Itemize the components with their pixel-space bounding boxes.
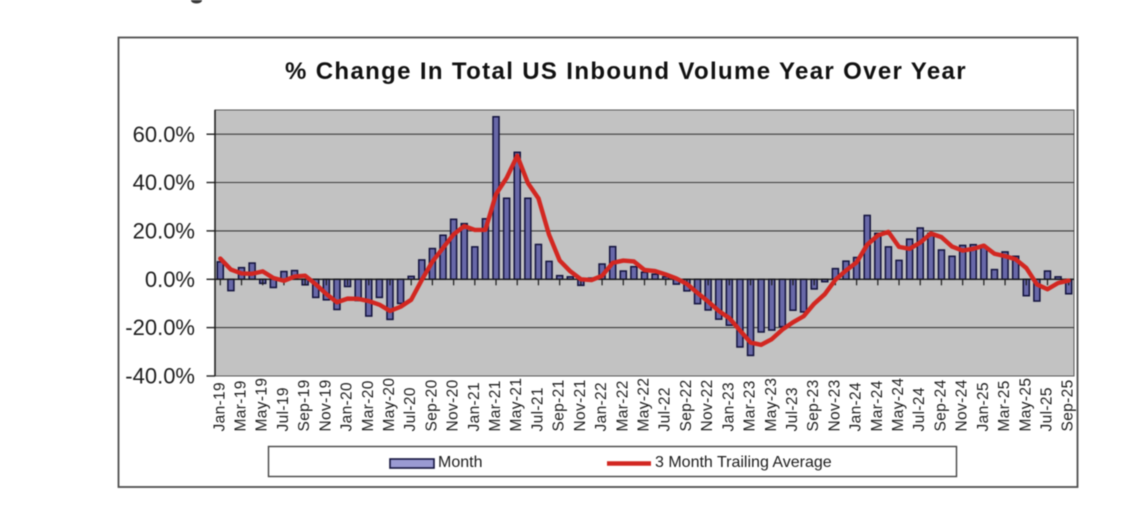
- svg-text:Nov-21: Nov-21: [572, 379, 589, 431]
- svg-text:May-20: May-20: [381, 378, 398, 432]
- svg-text:May-21: May-21: [508, 378, 525, 432]
- svg-text:Mar-23: Mar-23: [742, 380, 759, 431]
- svg-text:Jan-24: Jan-24: [848, 382, 865, 432]
- svg-text:Sep-21: Sep-21: [551, 379, 568, 431]
- svg-text:Nov-20: Nov-20: [445, 379, 462, 431]
- svg-text:% Change In Total US Inbound V: % Change In Total US Inbound Volume Year…: [285, 58, 967, 85]
- svg-text:Month: Month: [438, 454, 482, 471]
- svg-text:May-22: May-22: [636, 378, 653, 432]
- svg-text:60.0%: 60.0%: [133, 122, 195, 147]
- svg-text:Jul-25: Jul-25: [1038, 387, 1055, 431]
- svg-text:Sep-25: Sep-25: [1060, 379, 1077, 431]
- svg-text:Mar-24: Mar-24: [869, 380, 886, 431]
- svg-text:Nov-24: Nov-24: [954, 379, 971, 431]
- svg-text:3 Month Trailing Average: 3 Month Trailing Average: [655, 454, 832, 471]
- svg-text:Sep-24: Sep-24: [932, 379, 949, 431]
- svg-text:Jul-23: Jul-23: [784, 387, 801, 431]
- svg-text:Jan-25: Jan-25: [975, 382, 992, 432]
- svg-text:Jul-24: Jul-24: [911, 387, 928, 431]
- svg-text:Jan-21: Jan-21: [466, 382, 483, 432]
- svg-text:Jul-20: Jul-20: [402, 387, 419, 431]
- svg-text:-40.0%: -40.0%: [125, 364, 195, 389]
- svg-text:Sep-23: Sep-23: [805, 379, 822, 431]
- svg-text:May-25: May-25: [1017, 378, 1034, 432]
- svg-text:Jan-19: Jan-19: [211, 382, 228, 432]
- svg-text:Mar-22: Mar-22: [614, 380, 631, 431]
- svg-text:May-23: May-23: [763, 378, 780, 432]
- svg-text:20.0%: 20.0%: [133, 219, 195, 244]
- svg-text:Nov-19: Nov-19: [317, 379, 334, 431]
- svg-text:Jan-20: Jan-20: [339, 382, 356, 432]
- svg-text:Nov-22: Nov-22: [699, 379, 716, 431]
- svg-text:Nov-23: Nov-23: [826, 379, 843, 431]
- svg-text:0.0%: 0.0%: [145, 267, 195, 292]
- svg-text:Jul-21: Jul-21: [529, 387, 546, 431]
- svg-text:May-24: May-24: [890, 378, 907, 432]
- svg-text:Jan-23: Jan-23: [720, 382, 737, 432]
- svg-text:May-19: May-19: [254, 378, 271, 432]
- svg-text:Mar-20: Mar-20: [360, 380, 377, 431]
- svg-text:40.0%: 40.0%: [133, 170, 195, 195]
- svg-text:Jul-22: Jul-22: [657, 387, 674, 431]
- svg-text:Mar-21: Mar-21: [487, 380, 504, 431]
- svg-text:Jan-22: Jan-22: [593, 382, 610, 432]
- svg-text:-20.0%: -20.0%: [125, 315, 195, 340]
- svg-text:Sep-19: Sep-19: [296, 379, 313, 431]
- svg-text:Mar-25: Mar-25: [996, 380, 1013, 431]
- svg-text:Mar-19: Mar-19: [233, 380, 250, 431]
- svg-text:Sep-22: Sep-22: [678, 379, 695, 431]
- svg-text:Sep-20: Sep-20: [423, 379, 440, 431]
- svg-text:Jul-19: Jul-19: [275, 387, 292, 431]
